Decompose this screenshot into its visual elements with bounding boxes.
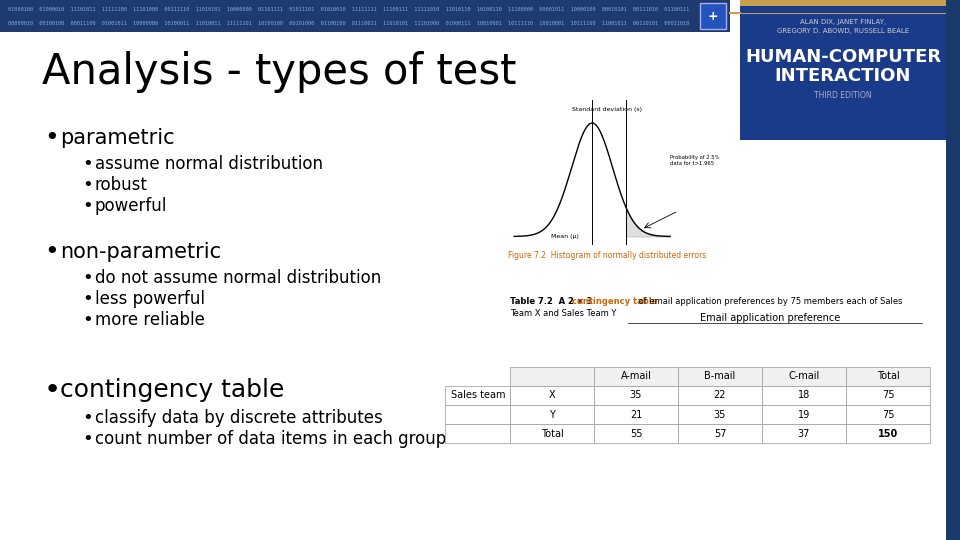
Bar bbox=[0, 0, 730, 32]
Text: •: • bbox=[82, 155, 93, 173]
Text: Team X and Sales Team Y: Team X and Sales Team Y bbox=[510, 308, 616, 318]
Text: do not assume normal distribution: do not assume normal distribution bbox=[95, 269, 381, 287]
Text: INTERACTION: INTERACTION bbox=[775, 67, 911, 85]
Text: parametric: parametric bbox=[60, 128, 175, 148]
Text: Email application preference: Email application preference bbox=[700, 313, 841, 323]
Text: ALAN DIX, JANET FINLAY,: ALAN DIX, JANET FINLAY, bbox=[800, 19, 886, 25]
Text: •: • bbox=[44, 376, 61, 404]
Text: assume normal distribution: assume normal distribution bbox=[95, 155, 323, 173]
Text: of email application preferences by 75 members each of Sales: of email application preferences by 75 m… bbox=[636, 298, 902, 307]
Text: •: • bbox=[82, 409, 93, 427]
Text: HUMAN-COMPUTER: HUMAN-COMPUTER bbox=[745, 48, 941, 66]
Text: THIRD EDITION: THIRD EDITION bbox=[814, 91, 872, 99]
Text: powerful: powerful bbox=[95, 197, 167, 215]
Text: non-parametric: non-parametric bbox=[60, 242, 221, 262]
Text: 01000100  01000010  11101011  11111100  11101000  00111110  11010101  10000000  : 01000100 01000010 11101011 11111100 1110… bbox=[8, 7, 689, 12]
Text: less powerful: less powerful bbox=[95, 290, 205, 308]
Text: •: • bbox=[82, 176, 93, 194]
Text: Mean (μ): Mean (μ) bbox=[551, 234, 579, 239]
Text: contingency table: contingency table bbox=[60, 378, 284, 402]
Text: •: • bbox=[82, 197, 93, 215]
Bar bbox=[740, 0, 946, 6]
Bar bbox=[700, 3, 726, 29]
Text: Probability of 2.5%
data for t>1.965: Probability of 2.5% data for t>1.965 bbox=[670, 156, 719, 166]
Text: Standard deviation (s): Standard deviation (s) bbox=[572, 107, 642, 112]
Text: Figure 7.2  Histogram of normally distributed errors: Figure 7.2 Histogram of normally distrib… bbox=[509, 251, 707, 260]
Text: •: • bbox=[82, 290, 93, 308]
Text: more reliable: more reliable bbox=[95, 311, 204, 329]
Text: contingency table: contingency table bbox=[572, 298, 658, 307]
Text: •: • bbox=[82, 311, 93, 329]
Text: count number of data items in each group: count number of data items in each group bbox=[95, 430, 446, 448]
Bar bbox=[946, 0, 960, 540]
Text: •: • bbox=[44, 126, 59, 150]
Text: classify data by discrete attributes: classify data by discrete attributes bbox=[95, 409, 383, 427]
Text: Analysis - types of test: Analysis - types of test bbox=[42, 51, 516, 93]
Text: robust: robust bbox=[95, 176, 148, 194]
Text: +: + bbox=[708, 10, 718, 23]
Text: •: • bbox=[82, 430, 93, 448]
Text: Table 7.2  A 2 × 3: Table 7.2 A 2 × 3 bbox=[510, 298, 595, 307]
Text: 00000010  00100100  00011100  01001011  10000000  10100011  11010011  11111101  : 00000010 00100100 00011100 01001011 1000… bbox=[8, 21, 689, 25]
Text: •: • bbox=[82, 269, 93, 287]
Text: GREGORY D. ABOWD, RUSSELL BEALE: GREGORY D. ABOWD, RUSSELL BEALE bbox=[777, 28, 909, 34]
Bar bbox=[740, 12, 946, 14]
Bar bbox=[740, 0, 946, 140]
Text: •: • bbox=[44, 240, 59, 264]
